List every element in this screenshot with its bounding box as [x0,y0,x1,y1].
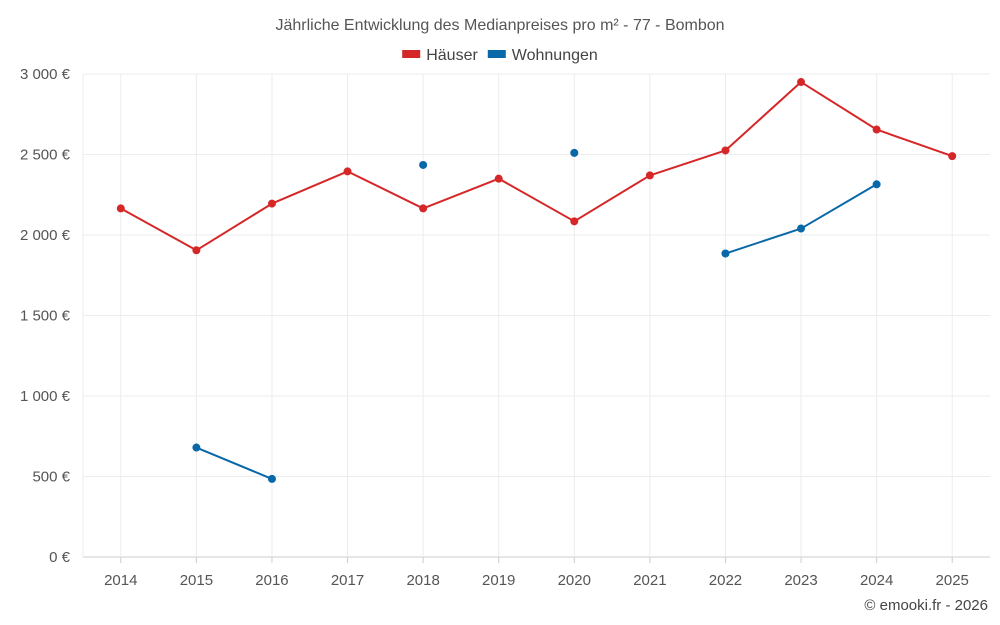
series-line [195,446,273,480]
y-tick-label: 2 000 € [20,227,71,244]
x-tick-label: 2023 [784,572,817,589]
series-group [116,78,957,483]
data-point [948,152,957,161]
data-point [267,474,276,483]
series-haeuser [116,78,957,255]
x-tick-label: 2015 [180,572,213,589]
data-point [570,148,579,157]
data-point [872,180,881,189]
legend-item: Wohnungen [487,47,598,64]
data-point [494,174,503,183]
data-point [645,171,654,180]
x-tick-label: 2018 [406,572,439,589]
y-tick-label: 2 500 € [20,147,71,164]
chart-title: Jährliche Entwicklung des Medianpreises … [275,17,724,34]
y-axis: 0 € 500 € 1 000 € 1 500 € 2 000 € 2 500 € 3 00… [20,66,71,566]
y-tick-label: 1 500 € [20,308,71,325]
grid [82,73,990,558]
x-tick-label: 2019 [482,572,515,589]
legend-item: Häuser [402,47,478,64]
credit-text: © emooki.fr - 2026 [864,597,988,614]
y-tick-label: 0 € [49,549,71,566]
series-wohnungen [192,148,881,483]
x-tick-label: 2021 [633,572,666,589]
data-point [797,78,806,87]
legend-swatch [402,50,421,58]
y-tick-label: 3 000 € [20,66,71,83]
data-point [116,204,125,213]
y-tick-label: 500 € [32,469,70,486]
legend-label: Wohnungen [512,47,598,64]
legend-swatch [487,50,506,58]
data-point [570,217,579,226]
legend-label: Häuser [426,47,478,64]
data-point [419,204,428,213]
data-point [872,125,881,134]
data-point [267,199,276,208]
x-axis: 2014 2015 2016 2017 2018 2019 2020 2021 2022 2023… [104,557,969,589]
data-point [721,249,730,258]
x-tick-label: 2020 [558,572,591,589]
legend: Häuser Wohnungen [402,47,598,64]
data-point [343,167,352,176]
series-line [120,81,953,252]
data-point [419,160,428,169]
data-point [192,246,201,255]
data-point [721,146,730,155]
data-point [192,443,201,452]
x-tick-label: 2024 [860,572,893,589]
x-tick-label: 2025 [936,572,969,589]
x-tick-label: 2022 [709,572,742,589]
data-point [797,224,806,233]
x-tick-label: 2017 [331,572,364,589]
x-tick-label: 2014 [104,572,137,589]
x-tick-label: 2016 [255,572,288,589]
y-tick-label: 1 000 € [20,388,71,405]
